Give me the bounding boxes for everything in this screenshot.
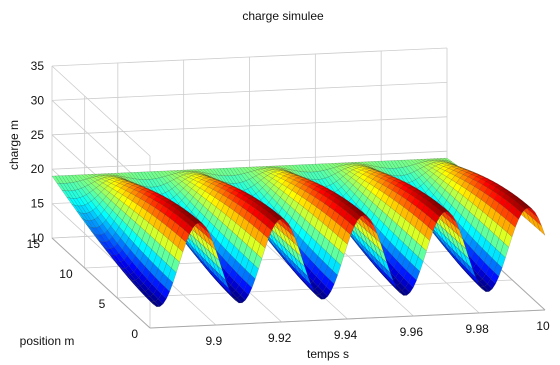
x-tick-label: 10: [536, 319, 550, 333]
y-tick-label: 10: [59, 267, 73, 281]
y-tick-label: 15: [27, 237, 41, 251]
surface-layer: [51, 157, 546, 307]
z-tick-label: 15: [31, 197, 45, 211]
z-axis-label: charge m: [7, 120, 21, 170]
chart-title: charge simulee: [242, 9, 324, 23]
x-tick-label: 9.94: [334, 328, 358, 342]
x-tick-label: 9.92: [268, 331, 292, 345]
y-axis-label: position m: [20, 334, 75, 348]
back-grid-z-3: [51, 116, 448, 136]
z-tick-label: 25: [31, 128, 45, 142]
x-tick-label: 9.96: [400, 325, 424, 339]
surface-patch: [536, 221, 546, 236]
z-tick-label: 10: [31, 231, 45, 245]
x-axis-label: temps s: [307, 347, 349, 361]
box-edge-front: [149, 309, 546, 329]
x-tick-label: 9.9: [205, 334, 222, 348]
back-grid-z-5: [51, 47, 448, 67]
left-grid-z-5: [51, 65, 151, 157]
y-tick-label: 5: [99, 297, 106, 311]
box-edge-left: [51, 237, 151, 329]
y-tick-label: 0: [131, 327, 138, 341]
z-tick-label: 30: [31, 93, 45, 107]
back-grid-z-2: [51, 150, 448, 170]
z-tick-label: 20: [31, 162, 45, 176]
back-grid-z-4: [51, 82, 448, 101]
x-tick-label: 9.98: [465, 322, 489, 336]
z-tick-label: 35: [31, 59, 45, 73]
